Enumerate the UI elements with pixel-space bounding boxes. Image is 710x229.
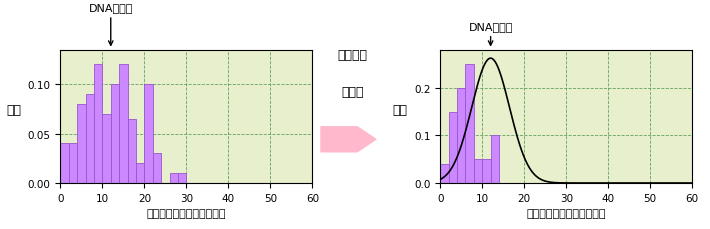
X-axis label: 色素間距離／ナノメートル: 色素間距離／ナノメートル <box>527 208 606 218</box>
Bar <box>440 164 449 183</box>
Bar <box>466 65 474 183</box>
Text: DNAの長さ: DNAの長さ <box>89 3 133 46</box>
Bar <box>69 144 77 183</box>
Bar <box>128 119 136 183</box>
Y-axis label: 頻度: 頻度 <box>393 104 408 117</box>
Bar <box>94 65 102 183</box>
Bar <box>449 112 457 183</box>
Bar <box>144 85 153 183</box>
Bar <box>474 159 482 183</box>
FancyArrow shape <box>321 127 376 152</box>
Bar <box>153 154 161 183</box>
Bar <box>102 114 111 183</box>
Bar <box>77 104 86 183</box>
Bar <box>119 65 128 183</box>
Bar <box>60 144 69 183</box>
Bar <box>482 159 491 183</box>
Bar <box>491 136 499 183</box>
Bar <box>136 164 144 183</box>
Bar <box>170 173 178 183</box>
Bar <box>86 95 94 183</box>
Bar <box>178 173 186 183</box>
Y-axis label: 頻度: 頻度 <box>6 104 21 117</box>
Bar <box>111 85 119 183</box>
Text: DNAの長さ: DNAの長さ <box>469 22 513 46</box>
X-axis label: 色素間距離／ナノメートル: 色素間距離／ナノメートル <box>147 208 226 218</box>
Text: 系統誤差: 系統誤差 <box>338 49 368 61</box>
Text: を補正: を補正 <box>342 85 364 98</box>
Bar <box>457 88 466 183</box>
